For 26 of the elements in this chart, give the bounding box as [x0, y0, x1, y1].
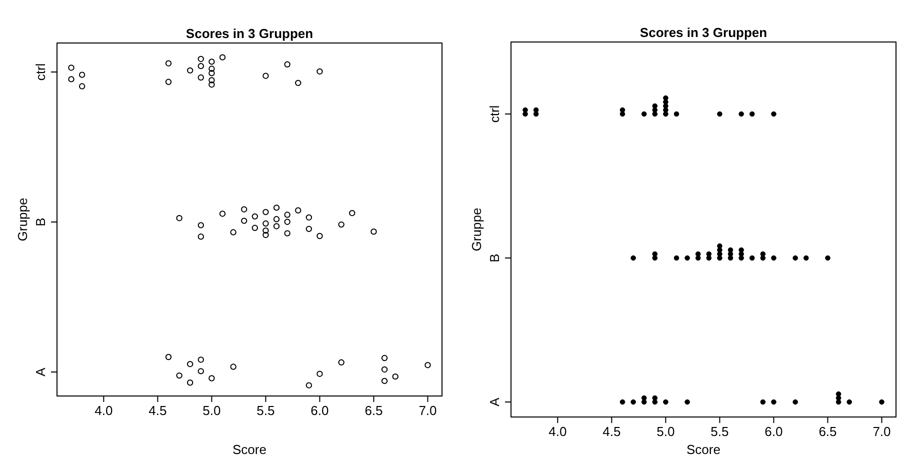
x-tick-label: 4.5 — [602, 424, 621, 439]
x-tick-label: 6.0 — [310, 403, 329, 418]
x-tick-label: 6.0 — [764, 424, 783, 439]
x-tick-label: 7.0 — [872, 424, 891, 439]
x-tick-label: 7.0 — [418, 403, 437, 418]
y-tick-label: A — [33, 367, 48, 376]
y-tick-label: ctrl — [487, 105, 502, 123]
x-tick-label: 4.0 — [548, 424, 567, 439]
y-axis-title: Gruppe — [15, 198, 30, 242]
y-tick-label: B — [487, 254, 502, 262]
y-tick-label: A — [487, 397, 502, 406]
x-axis-title: Score — [232, 442, 266, 457]
x-tick-label: 5.0 — [656, 424, 675, 439]
chart-title: Scores in 3 Gruppen — [640, 25, 768, 40]
x-tick-label: 5.5 — [710, 424, 729, 439]
x-tick-label: 5.5 — [256, 403, 275, 418]
x-axis-title: Score — [686, 442, 720, 457]
y-axis-title: Gruppe — [469, 208, 484, 252]
x-tick-label: 4.5 — [148, 403, 167, 418]
y-tick-label: ctrl — [33, 63, 48, 81]
x-tick-label: 6.5 — [364, 403, 383, 418]
x-tick-label: 5.0 — [202, 403, 221, 418]
x-tick-label: 4.0 — [94, 403, 113, 418]
y-tick-label: B — [33, 218, 48, 226]
chart-title: Scores in 3 Gruppen — [186, 26, 314, 41]
x-tick-label: 6.5 — [818, 424, 837, 439]
